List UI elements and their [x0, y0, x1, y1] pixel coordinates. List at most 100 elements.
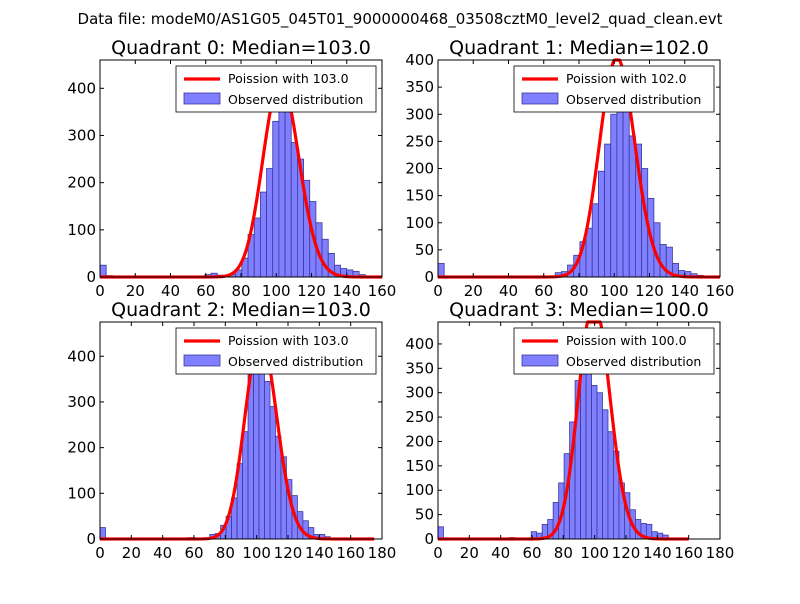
x-tick-label: 60 [196, 282, 215, 300]
y-tick-label: 200 [405, 432, 434, 450]
x-tick-label: 160 [674, 544, 703, 562]
legend-bar-swatch [521, 92, 559, 105]
x-tick-label: 120 [274, 544, 303, 562]
legend-line-label: Poission with 103.0 [228, 71, 349, 86]
x-tick-label: 120 [635, 282, 664, 300]
x-tick-label: 40 [153, 544, 172, 562]
y-tick-label: 300 [67, 393, 96, 411]
y-tick-label: 50 [415, 506, 434, 524]
x-tick-label: 120 [612, 544, 641, 562]
y-tick-label: 400 [67, 347, 96, 365]
legend-bar-swatch [521, 354, 559, 367]
x-tick-label: 160 [368, 282, 397, 300]
histogram-bar [659, 244, 667, 278]
legend: Poission with 103.0 Observed distribution [175, 65, 377, 113]
x-tick-label: 160 [706, 282, 735, 300]
histogram-bar [585, 363, 592, 540]
x-tick-label: 100 [242, 544, 271, 562]
histogram-bar [278, 106, 286, 278]
x-tick-label: 40 [491, 544, 510, 562]
subplot-panels: Quadrant 0: Median=103.00 20 40 60 80 100 120 1… [67, 37, 734, 562]
y-tick-label: 250 [405, 408, 434, 426]
histogram-bar [99, 527, 106, 540]
y-tick-label: 400 [405, 335, 434, 353]
histogram-bar [266, 168, 274, 278]
histogram-bar [284, 92, 292, 278]
histogram-bar [258, 371, 265, 540]
axes-frame [99, 321, 383, 540]
axes-frame [437, 321, 721, 540]
y-tick-label: 350 [405, 359, 434, 377]
subplot-title: Quadrant 3: Median=100.0 [449, 299, 709, 321]
y-tick-label: 50 [415, 241, 434, 259]
x-tick-label: 20 [460, 544, 479, 562]
y-tick-label: 200 [67, 439, 96, 457]
legend-bar-label: Observed distribution [228, 354, 363, 369]
x-tick-label: 80 [216, 544, 235, 562]
x-tick-label: 80 [554, 544, 573, 562]
histogram-bar [272, 120, 280, 278]
legend-line-label: Poission with 102.0 [566, 71, 687, 86]
y-tick-label: 0 [424, 530, 434, 548]
subplot-0: Quadrant 0: Median=103.0 0 20 40 60 80 100 120 1… [67, 37, 396, 300]
histogram-bar [616, 89, 624, 278]
histogram-bar [607, 431, 614, 540]
y-tick-label: 100 [405, 214, 434, 232]
x-tick-label: 100 [580, 544, 609, 562]
legend: Poission with 103.0 Observed distribution [175, 327, 377, 375]
y-axis: 0 100 200 300 400 [67, 79, 382, 286]
x-tick-label: 0 [433, 282, 443, 300]
y-tick-label: 300 [405, 384, 434, 402]
legend-frame [175, 327, 377, 375]
y-tick-label: 100 [405, 481, 434, 499]
x-tick-label: 160 [336, 544, 365, 562]
y-tick-label: 300 [405, 105, 434, 123]
subplot-title: Quadrant 0: Median=103.0 [111, 37, 371, 59]
x-tick-label: 140 [332, 282, 361, 300]
x-tick-label: 0 [95, 544, 105, 562]
histogram-bar [596, 392, 603, 540]
histogram-bar [290, 142, 298, 278]
legend-bar-label: Observed distribution [228, 92, 363, 107]
subplot-3: Quadrant 3: Median=100.00 20 40 60 80 100 120 1… [405, 299, 734, 562]
legend-bar-swatch [183, 354, 221, 367]
y-tick-label: 100 [67, 484, 96, 502]
x-tick-label: 80 [569, 282, 588, 300]
x-axis: 0 20 40 60 80 100 120 140 160 180 [95, 322, 396, 562]
histogram-bar [604, 143, 612, 278]
y-axis: 0 50 100 150 200 250 300 350 400 [405, 335, 720, 548]
histogram-bar [321, 238, 329, 278]
x-tick-label: 60 [534, 282, 553, 300]
y-axis: 0 50 100 150 200 250 300 350 400 [405, 51, 720, 286]
histogram-bar [242, 431, 249, 540]
x-tick-label: 60 [184, 544, 203, 562]
histogram-bars [99, 349, 331, 540]
subplot-title: Quadrant 2: Median=103.0 [111, 299, 371, 321]
y-tick-label: 300 [67, 126, 96, 144]
histogram-bar [437, 263, 445, 278]
x-tick-label: 0 [433, 544, 443, 562]
histogram-bar [253, 349, 260, 540]
y-tick-label: 200 [67, 174, 96, 192]
y-tick-label: 350 [405, 78, 434, 96]
x-tick-label: 20 [122, 544, 141, 562]
legend: Poission with 100.0 Observed distribution [513, 327, 715, 375]
x-tick-label: 140 [670, 282, 699, 300]
histogram-bar [99, 264, 107, 278]
x-tick-label: 40 [161, 282, 180, 300]
x-tick-label: 40 [499, 282, 518, 300]
legend-bar-label: Observed distribution [566, 92, 701, 107]
x-axis: 0 20 40 60 80 100 120 140 160 [433, 60, 734, 300]
x-tick-label: 0 [95, 282, 105, 300]
y-tick-label: 0 [424, 268, 434, 286]
histogram-bar [628, 135, 636, 278]
histogram-bar [602, 409, 609, 540]
x-tick-label: 140 [305, 544, 334, 562]
histogram-bar [269, 406, 276, 540]
y-tick-label: 100 [67, 221, 96, 239]
y-tick-label: 150 [405, 187, 434, 205]
x-tick-label: 180 [706, 544, 735, 562]
histogram-bar [259, 191, 267, 278]
